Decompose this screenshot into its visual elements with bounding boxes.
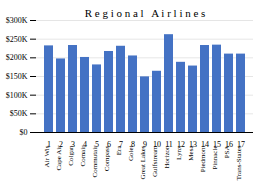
svg-text:R e g i o n a l A i r l i n: R e g i o n a l A i r l i n e s bbox=[85, 7, 206, 19]
svg-text:3: 3 bbox=[71, 140, 75, 150]
svg-text:$250K: $250K bbox=[6, 35, 28, 44]
svg-text:9: 9 bbox=[143, 140, 147, 150]
svg-text:Great Lakes: Great Lakes bbox=[139, 145, 147, 179]
svg-text:Gulfstream: Gulfstream bbox=[151, 145, 159, 177]
svg-text:Air Wis: Air Wis bbox=[43, 145, 51, 167]
svg-text:$200K: $200K bbox=[6, 53, 28, 62]
svg-text:Compass: Compass bbox=[103, 145, 111, 171]
svg-text:6: 6 bbox=[107, 140, 111, 150]
svg-text:Lynx: Lynx bbox=[175, 145, 183, 160]
svg-text:Era: Era bbox=[115, 145, 123, 156]
svg-text:10: 10 bbox=[153, 140, 161, 150]
svg-text:Commutair: Commutair bbox=[91, 145, 99, 178]
svg-text:Comair: Comair bbox=[79, 145, 87, 167]
svg-text:Colgan: Colgan bbox=[67, 145, 75, 166]
svg-text:$150K: $150K bbox=[6, 72, 28, 81]
svg-text:$300K: $300K bbox=[6, 16, 28, 25]
svg-text:14: 14 bbox=[201, 140, 209, 150]
svg-text:5: 5 bbox=[95, 140, 99, 150]
svg-text:Horizon: Horizon bbox=[163, 145, 171, 168]
svg-text:8: 8 bbox=[131, 140, 135, 150]
svg-text:16: 16 bbox=[225, 140, 233, 150]
svg-text:Golet: Golet bbox=[127, 145, 135, 161]
svg-text:4: 4 bbox=[83, 140, 87, 150]
svg-text:$0: $0 bbox=[20, 128, 28, 137]
svg-text:12: 12 bbox=[177, 140, 185, 150]
svg-text:17: 17 bbox=[237, 140, 245, 150]
svg-text:1: 1 bbox=[47, 140, 51, 150]
svg-text:Cape Air: Cape Air bbox=[55, 145, 63, 171]
svg-text:Trans-States: Trans-States bbox=[235, 145, 243, 180]
svg-text:11: 11 bbox=[165, 140, 173, 150]
svg-text:$50K: $50K bbox=[10, 109, 28, 118]
svg-text:Pinnacle: Pinnacle bbox=[211, 146, 219, 170]
svg-text:Piedmont: Piedmont bbox=[199, 145, 207, 172]
svg-text:Mesa: Mesa bbox=[187, 145, 195, 161]
svg-text:13: 13 bbox=[189, 140, 197, 150]
svg-text:2: 2 bbox=[59, 140, 63, 150]
svg-text:7: 7 bbox=[119, 140, 123, 150]
svg-text:15: 15 bbox=[213, 140, 221, 150]
svg-text:PSA: PSA bbox=[223, 146, 231, 159]
svg-text:$100K: $100K bbox=[6, 91, 28, 100]
